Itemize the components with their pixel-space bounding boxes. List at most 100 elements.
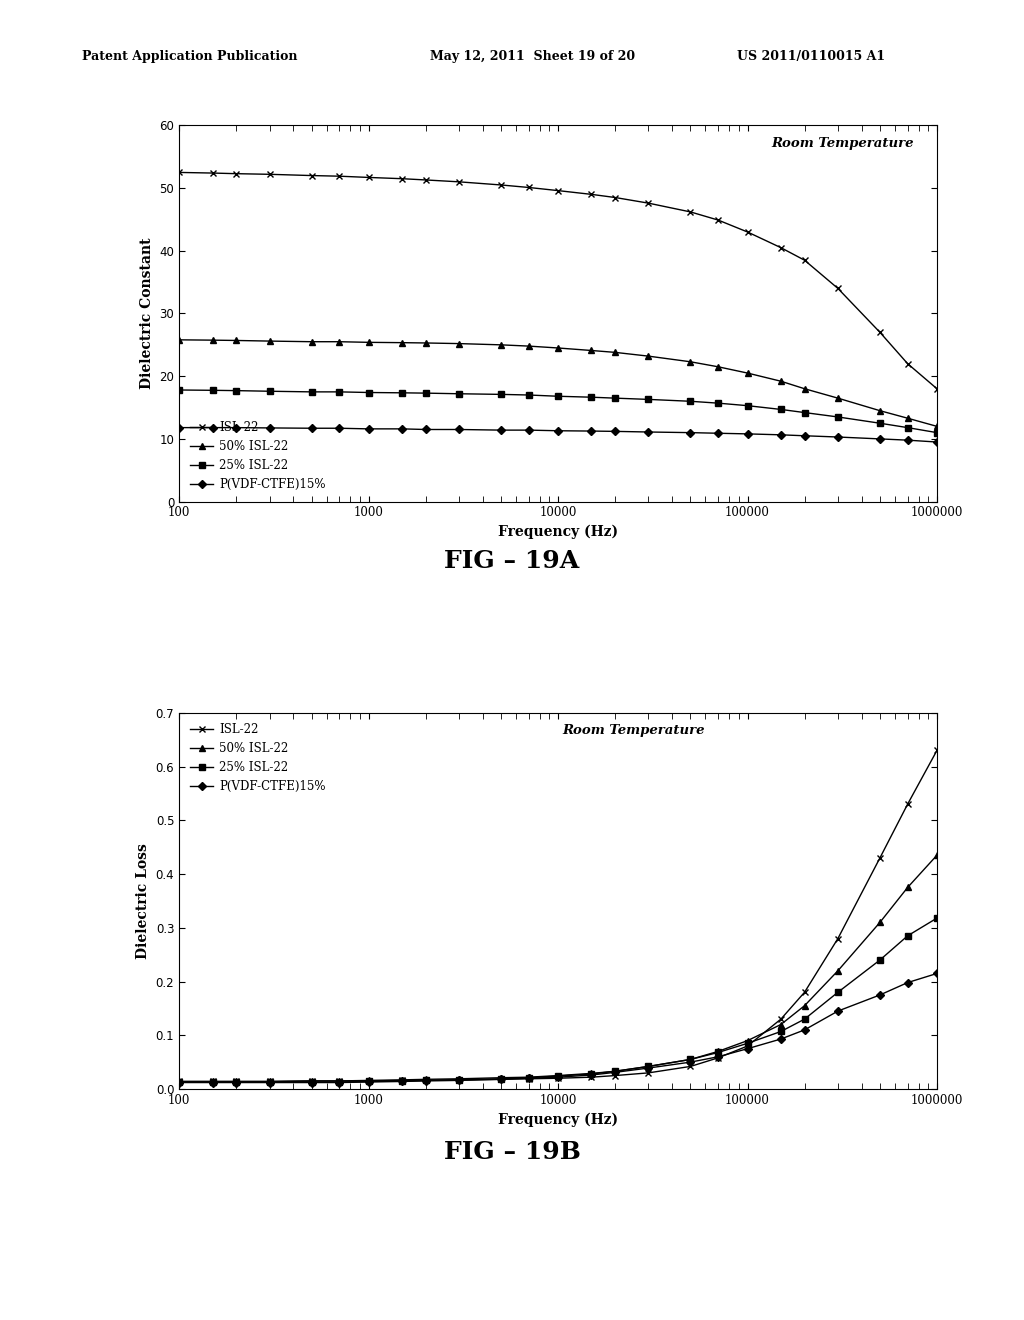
Line: 50% ISL-22: 50% ISL-22 [176,851,940,1085]
50% ISL-22 [831,391,844,407]
50% ISL-22 [362,334,375,350]
50% ISL-22 [901,411,913,426]
P(VDF-CTFE)15% [263,420,275,436]
50% ISL-22 [799,998,811,1014]
25% ISL-22 [263,383,275,399]
25% ISL-22 [495,387,507,403]
25% ISL-22 [173,381,185,397]
25% ISL-22 [207,1074,219,1090]
P(VDF-CTFE)15% [712,1049,724,1065]
ISL-22 [305,168,317,183]
25% ISL-22 [230,1074,243,1090]
ISL-22 [263,1073,275,1089]
Text: Room Temperature: Room Temperature [562,725,706,737]
ISL-22 [931,380,943,396]
25% ISL-22 [831,409,844,425]
25% ISL-22 [420,1072,432,1088]
50% ISL-22 [642,348,654,364]
25% ISL-22 [831,985,844,1001]
50% ISL-22 [901,879,913,895]
25% ISL-22 [263,1074,275,1090]
Text: Room Temperature: Room Temperature [772,137,914,149]
ISL-22 [741,1038,754,1053]
Line: 25% ISL-22: 25% ISL-22 [176,915,940,1085]
P(VDF-CTFE)15% [831,429,844,445]
25% ISL-22 [207,383,219,399]
Line: P(VDF-CTFE)15%: P(VDF-CTFE)15% [176,425,940,445]
P(VDF-CTFE)15% [453,1072,465,1088]
25% ISL-22 [396,385,409,401]
50% ISL-22 [552,341,564,356]
P(VDF-CTFE)15% [831,1003,844,1019]
25% ISL-22 [586,389,598,405]
ISL-22 [642,1065,654,1081]
25% ISL-22 [684,393,696,409]
ISL-22 [522,180,535,195]
ISL-22 [775,240,787,256]
P(VDF-CTFE)15% [684,1055,696,1071]
ISL-22 [396,1072,409,1088]
50% ISL-22 [453,335,465,351]
Text: FIG – 19A: FIG – 19A [444,549,580,573]
ISL-22 [642,195,654,211]
25% ISL-22 [775,1023,787,1039]
Line: 50% ISL-22: 50% ISL-22 [176,337,940,430]
ISL-22 [453,174,465,190]
ISL-22 [831,281,844,297]
25% ISL-22 [642,1059,654,1074]
25% ISL-22 [901,928,913,944]
50% ISL-22 [741,366,754,381]
25% ISL-22 [333,1074,345,1090]
P(VDF-CTFE)15% [230,420,243,436]
P(VDF-CTFE)15% [901,432,913,447]
ISL-22 [333,168,345,183]
ISL-22 [799,252,811,268]
P(VDF-CTFE)15% [495,1072,507,1088]
50% ISL-22 [775,1016,787,1032]
ISL-22 [552,182,564,198]
50% ISL-22 [741,1032,754,1048]
P(VDF-CTFE)15% [609,424,622,440]
25% ISL-22 [775,401,787,417]
25% ISL-22 [362,1073,375,1089]
25% ISL-22 [453,1072,465,1088]
50% ISL-22 [712,359,724,375]
50% ISL-22 [333,1073,345,1089]
50% ISL-22 [775,374,787,389]
25% ISL-22 [741,397,754,413]
P(VDF-CTFE)15% [230,1074,243,1090]
ISL-22 [741,224,754,240]
P(VDF-CTFE)15% [305,1074,317,1090]
P(VDF-CTFE)15% [931,965,943,981]
ISL-22 [609,190,622,206]
ISL-22 [420,1072,432,1088]
50% ISL-22 [684,354,696,370]
ISL-22 [362,1073,375,1089]
25% ISL-22 [586,1067,598,1082]
50% ISL-22 [799,380,811,396]
50% ISL-22 [684,1052,696,1068]
ISL-22 [453,1072,465,1088]
25% ISL-22 [333,384,345,400]
ISL-22 [230,166,243,182]
Legend: ISL-22, 50% ISL-22, 25% ISL-22, P(VDF-CTFE)15%: ISL-22, 50% ISL-22, 25% ISL-22, P(VDF-CT… [185,417,331,496]
ISL-22 [495,177,507,193]
ISL-22 [901,355,913,372]
25% ISL-22 [741,1035,754,1051]
P(VDF-CTFE)15% [173,420,185,436]
50% ISL-22 [586,343,598,359]
Y-axis label: Dielectric Constant: Dielectric Constant [140,238,154,389]
50% ISL-22 [420,335,432,351]
25% ISL-22 [609,1064,622,1080]
P(VDF-CTFE)15% [931,434,943,450]
50% ISL-22 [931,418,943,434]
50% ISL-22 [396,1072,409,1088]
25% ISL-22 [420,385,432,401]
50% ISL-22 [173,1073,185,1089]
50% ISL-22 [873,915,886,931]
25% ISL-22 [931,425,943,441]
Text: FIG – 19B: FIG – 19B [443,1140,581,1164]
P(VDF-CTFE)15% [642,424,654,440]
ISL-22 [873,850,886,866]
X-axis label: Frequency (Hz): Frequency (Hz) [498,525,618,540]
